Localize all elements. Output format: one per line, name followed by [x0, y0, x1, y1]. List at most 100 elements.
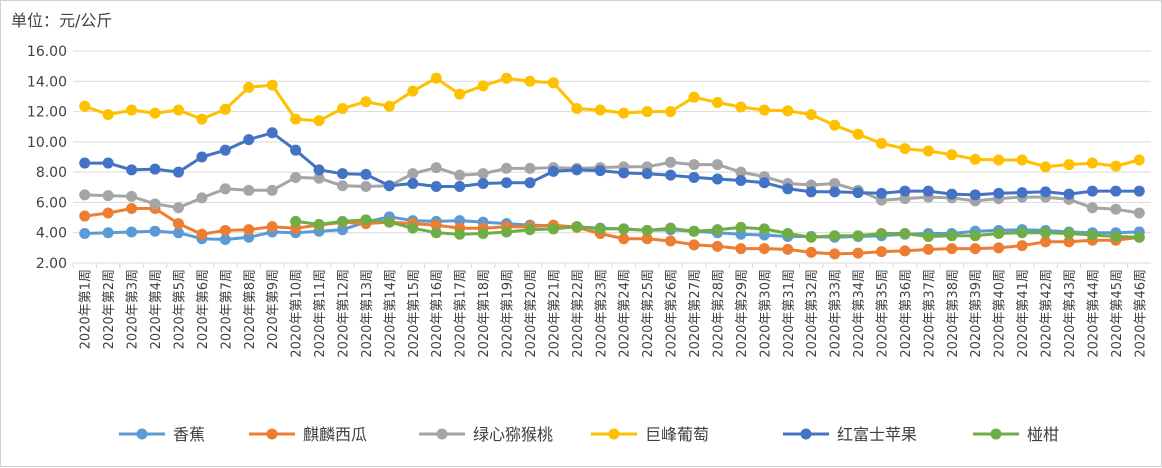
data-point [501, 162, 513, 174]
data-point [571, 103, 583, 115]
data-point [102, 207, 114, 219]
x-tick-label: 2020年第45周 [1110, 269, 1125, 358]
data-point [618, 223, 630, 235]
data-point [1040, 227, 1052, 239]
data-point [876, 137, 887, 149]
series-lines [79, 72, 1145, 260]
x-tick-label: 2020年第38周 [946, 269, 961, 358]
data-point [383, 100, 395, 112]
data-point [829, 248, 841, 260]
data-point [407, 222, 419, 234]
x-tick-label: 2020年第18周 [477, 269, 492, 358]
x-tick-label: 2020年第7周 [219, 269, 234, 349]
data-point [618, 167, 630, 179]
x-tick-label: 2020年第15周 [407, 269, 422, 358]
data-point [758, 223, 770, 235]
data-point [126, 226, 138, 238]
x-tick-label: 2020年第11周 [313, 269, 328, 358]
legend-marker [136, 428, 148, 440]
x-tick-label: 2020年第32周 [805, 269, 820, 358]
series-line [84, 207, 1140, 256]
x-tick-label: 2020年第31周 [782, 269, 797, 358]
unit-label: 单位：元/公斤 [11, 11, 113, 30]
data-point [641, 224, 653, 236]
data-point [805, 231, 817, 243]
data-point [360, 181, 372, 193]
data-point [383, 180, 395, 192]
legend-label: 香蕉 [173, 425, 205, 444]
y-tick-label: 8.00 [36, 165, 67, 181]
data-point [852, 187, 864, 199]
data-point [688, 159, 700, 171]
data-point [547, 165, 559, 177]
data-point [711, 159, 723, 171]
data-point [102, 190, 114, 202]
data-point [1040, 236, 1052, 248]
data-point [1086, 157, 1098, 169]
data-point [266, 127, 278, 139]
data-point [126, 164, 138, 176]
data-point [805, 246, 817, 258]
x-tick-label: 2020年第25周 [641, 269, 656, 358]
x-tick-label: 2020年第43周 [1063, 269, 1078, 358]
data-point [266, 79, 278, 91]
data-point [641, 106, 653, 118]
data-point [993, 227, 1005, 239]
data-point [1110, 231, 1122, 242]
data-point [290, 144, 302, 156]
data-point [524, 162, 536, 174]
y-tick-label: 14.00 [27, 74, 67, 90]
data-point [102, 157, 114, 169]
data-point [383, 216, 395, 228]
x-tick-label: 2020年第37周 [922, 269, 937, 358]
x-tick-label: 2020年第46周 [1133, 269, 1148, 358]
x-tick-label: 2020年第1周 [79, 269, 94, 349]
data-point [946, 149, 958, 161]
data-point [1133, 154, 1145, 166]
legend-marker [608, 428, 620, 440]
data-point [501, 226, 513, 238]
y-tick-label: 4.00 [36, 226, 67, 242]
data-point [79, 157, 91, 169]
data-point [852, 128, 864, 140]
data-point [1063, 227, 1075, 239]
x-tick-label: 2020年第23周 [594, 269, 609, 358]
data-point [665, 169, 677, 181]
data-point [665, 222, 677, 234]
data-point [454, 228, 466, 240]
legend-label: 绿心猕猴桃 [473, 425, 553, 444]
legend-marker [990, 428, 1002, 440]
data-point [266, 221, 278, 233]
data-point [79, 189, 91, 201]
data-point [1016, 154, 1028, 166]
data-point [501, 72, 513, 84]
data-point [219, 144, 231, 156]
data-point [1016, 227, 1028, 239]
data-point [1086, 202, 1098, 214]
x-tick-label: 2020年第40周 [993, 269, 1008, 358]
data-point [407, 85, 419, 97]
data-point [1133, 207, 1145, 219]
legend-label: 麒麟西瓜 [303, 425, 367, 444]
x-tick-label: 2020年第21周 [547, 269, 562, 358]
data-point [922, 145, 934, 157]
data-point [922, 185, 934, 197]
data-point [594, 104, 606, 116]
data-point [1063, 236, 1075, 248]
data-point [946, 230, 958, 242]
x-tick-label: 2020年第4周 [149, 269, 164, 349]
data-point [969, 189, 981, 201]
data-point [735, 221, 747, 233]
data-point [172, 104, 184, 116]
data-point [243, 231, 255, 243]
data-point [876, 246, 887, 258]
data-point [172, 166, 184, 178]
data-point [79, 100, 91, 112]
data-point [641, 168, 653, 180]
legend-label: 椪柑 [1027, 425, 1059, 444]
series-line [84, 160, 1140, 215]
data-point [454, 215, 466, 227]
data-point [219, 224, 231, 236]
data-point [993, 154, 1005, 166]
